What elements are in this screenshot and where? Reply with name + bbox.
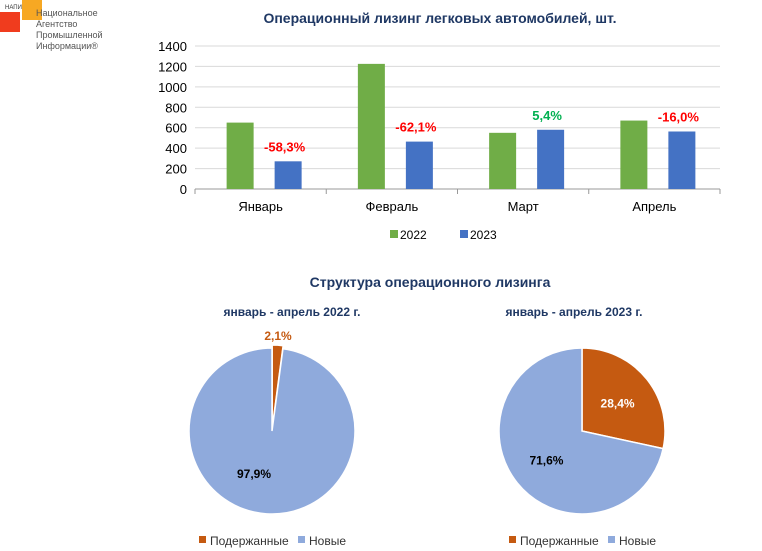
pie-slice <box>581 347 666 450</box>
change-label: 5,4% <box>532 108 562 123</box>
logo-line: Национальное <box>36 8 98 18</box>
pies-title: Структура операционного лизинга <box>309 274 551 290</box>
bar-2023 <box>274 161 302 189</box>
legend-swatch <box>608 536 615 543</box>
logo-abbr: НАПИ <box>5 5 22 11</box>
y-tick-label: 400 <box>165 141 187 156</box>
legend-swatch <box>298 536 305 543</box>
bar-2023 <box>537 129 565 189</box>
pie-slice <box>188 347 356 515</box>
legend-label: 2023 <box>470 228 497 242</box>
x-tick-label: Февраль <box>365 199 418 214</box>
legend-swatch <box>199 536 206 543</box>
y-tick-label: 1400 <box>158 39 187 54</box>
legend-label: Подержанные <box>210 534 289 548</box>
change-label: -58,3% <box>264 139 306 154</box>
pie1-title: январь - апрель 2022 г. <box>223 305 361 319</box>
bar-2022 <box>489 132 517 189</box>
bar-2022 <box>620 120 648 189</box>
legend-swatch <box>460 230 468 238</box>
logo-line: Информации® <box>36 41 98 51</box>
y-tick-label: 800 <box>165 100 187 115</box>
change-label: -16,0% <box>658 109 700 124</box>
logo-mark <box>0 12 20 32</box>
pie-label: 28,4% <box>601 396 635 410</box>
pie2-title: январь - апрель 2023 г. <box>505 305 643 319</box>
logo-line: Агентство <box>36 19 78 29</box>
bar-2023 <box>668 131 696 189</box>
logo-text: Национальное Агентство Промышленной Инфо… <box>36 8 136 52</box>
x-tick-label: Январь <box>238 199 283 214</box>
legend-swatch <box>390 230 398 238</box>
legend-label: 2022 <box>400 228 427 242</box>
y-tick-label: 1000 <box>158 80 187 95</box>
y-tick-label: 600 <box>165 121 187 136</box>
bar-2022 <box>357 63 385 189</box>
change-label: -62,1% <box>395 120 437 135</box>
legend-label: Новые <box>309 534 346 548</box>
x-tick-label: Март <box>508 199 539 214</box>
y-tick-label: 1200 <box>158 59 187 74</box>
legend-label: Новые <box>619 534 656 548</box>
pie-label: 2,1% <box>264 329 292 343</box>
pie-slice <box>498 347 665 515</box>
x-tick-label: Апрель <box>632 199 676 214</box>
bar-chart-title: Операционный лизинг легковых автомобилей… <box>263 10 617 26</box>
pie-label: 97,9% <box>237 467 271 481</box>
bar-2023 <box>405 141 433 189</box>
y-tick-label: 0 <box>180 182 187 197</box>
logo-line: Промышленной <box>36 30 103 40</box>
logo-mark-orange <box>22 0 42 20</box>
legend-label: Подержанные <box>520 534 599 548</box>
pie-label: 71,6% <box>529 454 563 468</box>
y-tick-label: 200 <box>165 162 187 177</box>
bar-2022 <box>226 122 254 189</box>
legend-swatch <box>509 536 516 543</box>
